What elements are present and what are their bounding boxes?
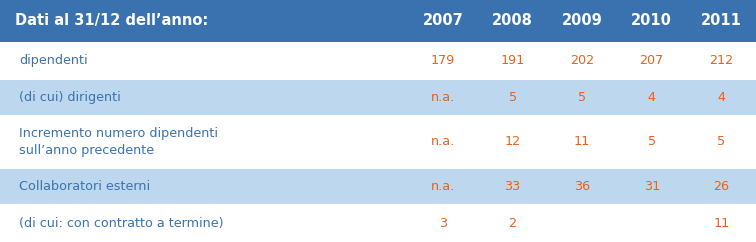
Text: 2009: 2009 xyxy=(562,13,603,28)
Bar xyxy=(0,168,756,205)
Text: Collaboratori esterni: Collaboratori esterni xyxy=(19,180,150,193)
Text: 31: 31 xyxy=(643,180,660,193)
Text: Incremento numero dipendenti
sull’anno precedente: Incremento numero dipendenti sull’anno p… xyxy=(19,127,218,157)
Text: 2007: 2007 xyxy=(423,13,463,28)
Text: (di cui: con contratto a termine): (di cui: con contratto a termine) xyxy=(19,217,224,230)
Text: 5: 5 xyxy=(717,135,725,148)
Text: 5: 5 xyxy=(578,91,586,104)
Text: 5: 5 xyxy=(648,135,655,148)
Text: 5: 5 xyxy=(509,91,516,104)
Text: 179: 179 xyxy=(431,54,455,67)
Text: 4: 4 xyxy=(717,91,725,104)
Text: n.a.: n.a. xyxy=(431,180,455,193)
Text: 191: 191 xyxy=(500,54,525,67)
Text: 2: 2 xyxy=(509,217,516,230)
Text: Dati al 31/12 dell’anno:: Dati al 31/12 dell’anno: xyxy=(15,13,209,28)
Text: (di cui) dirigenti: (di cui) dirigenti xyxy=(19,91,121,104)
Text: 212: 212 xyxy=(709,54,733,67)
Text: 12: 12 xyxy=(504,135,521,148)
Text: 36: 36 xyxy=(574,180,590,193)
Text: 4: 4 xyxy=(648,91,655,104)
Bar xyxy=(0,79,756,116)
Bar xyxy=(0,0,756,42)
Text: dipendenti: dipendenti xyxy=(19,54,88,67)
Text: n.a.: n.a. xyxy=(431,91,455,104)
Text: 11: 11 xyxy=(713,217,730,230)
Bar xyxy=(0,42,756,79)
Text: 33: 33 xyxy=(504,180,521,193)
Bar xyxy=(0,116,756,168)
Text: 2008: 2008 xyxy=(492,13,533,28)
Text: 2010: 2010 xyxy=(631,13,672,28)
Text: 202: 202 xyxy=(570,54,594,67)
Text: 207: 207 xyxy=(640,54,664,67)
Text: 2011: 2011 xyxy=(701,13,742,28)
Text: 11: 11 xyxy=(574,135,590,148)
Text: 3: 3 xyxy=(439,217,447,230)
Text: 26: 26 xyxy=(713,180,730,193)
Bar xyxy=(0,205,756,242)
Text: n.a.: n.a. xyxy=(431,135,455,148)
